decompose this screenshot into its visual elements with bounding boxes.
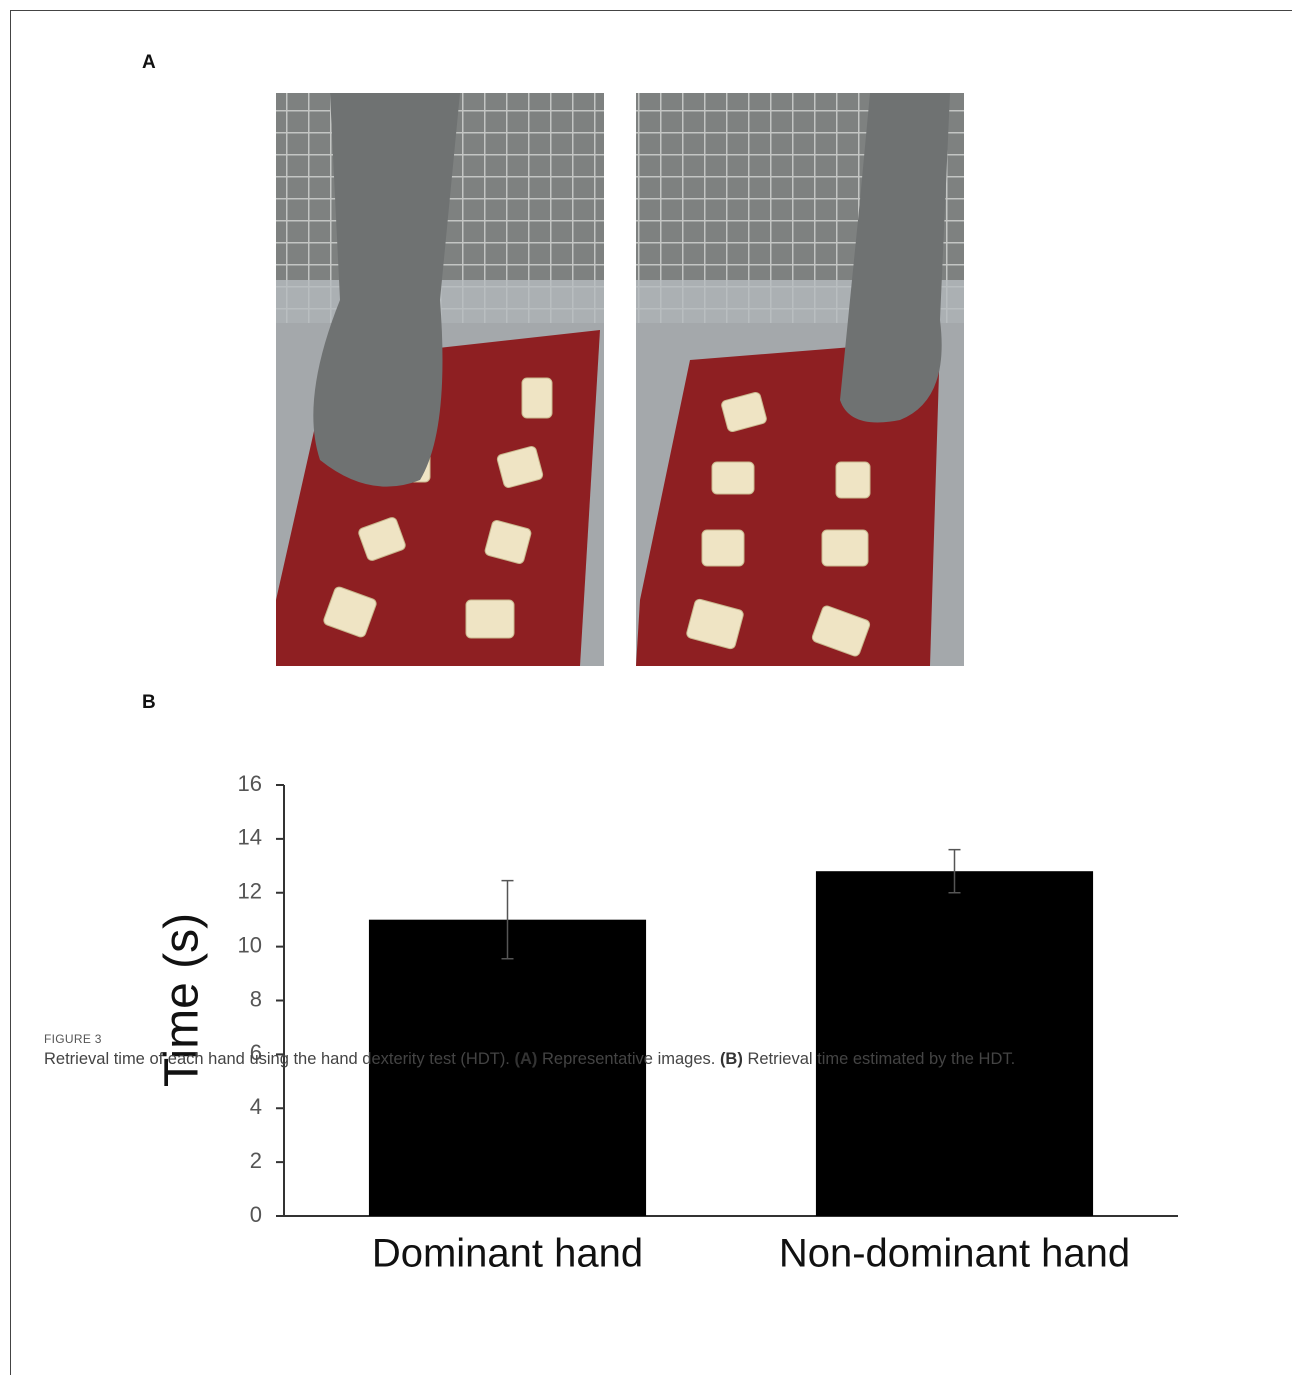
caption-panel-ref: (A): [515, 1050, 538, 1068]
x-tick-label: Non-dominant hand: [779, 1232, 1130, 1276]
y-tick-label: 8: [250, 986, 262, 1011]
caption-text: Retrieval time of each hand using the ha…: [44, 1050, 510, 1068]
y-tick-label: 12: [238, 879, 262, 904]
y-tick-label: 14: [238, 825, 262, 850]
y-tick-label: 10: [238, 932, 262, 957]
bar: [816, 871, 1093, 1216]
caption-text: Representative images.: [542, 1050, 715, 1068]
y-tick-label: 4: [250, 1094, 262, 1119]
y-tick-label: 0: [250, 1202, 262, 1227]
caption-text: Retrieval time estimated by the HDT.: [747, 1050, 1015, 1068]
x-tick-label: Dominant hand: [372, 1232, 643, 1276]
y-tick-label: 2: [250, 1148, 262, 1173]
y-tick-label: 16: [238, 771, 262, 796]
figure-caption: Retrieval time of each hand using the ha…: [44, 1050, 1015, 1069]
figure-number: FIGURE 3: [44, 1032, 102, 1046]
page: {"panel_a": "A", "panel_b": "B", "chart_…: [0, 0, 1292, 1374]
caption-panel-ref: (B): [720, 1050, 743, 1068]
